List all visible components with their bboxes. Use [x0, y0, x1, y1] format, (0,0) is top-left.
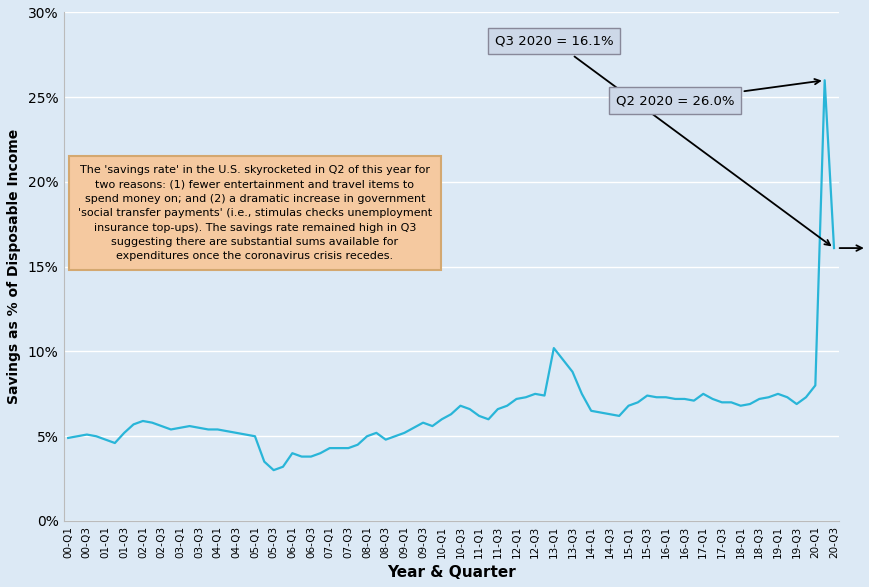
- X-axis label: Year & Quarter: Year & Quarter: [387, 565, 514, 580]
- Y-axis label: Savings as % of Disposable Income: Savings as % of Disposable Income: [7, 129, 21, 404]
- Text: The 'savings rate' in the U.S. skyrocketed in Q2 of this year for
two reasons: (: The 'savings rate' in the U.S. skyrocket…: [78, 165, 432, 261]
- Text: Q3 2020 = 16.1%: Q3 2020 = 16.1%: [494, 35, 829, 245]
- Text: Q2 2020 = 26.0%: Q2 2020 = 26.0%: [615, 79, 819, 107]
